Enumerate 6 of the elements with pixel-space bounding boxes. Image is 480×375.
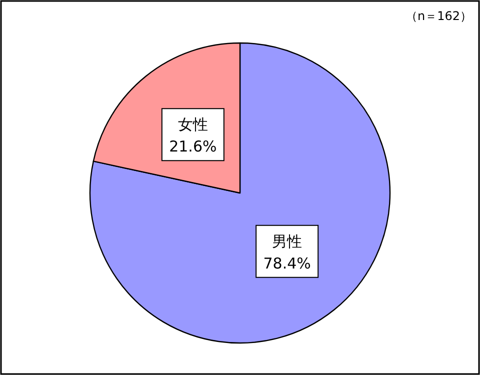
data-label: 21.6% (169, 138, 217, 156)
slice-label: 男性 (272, 232, 302, 250)
pie-slice (90, 42, 391, 344)
slice-label: 女性 (178, 116, 208, 134)
data-label: 78.4% (263, 254, 311, 272)
text: （n＝162） (405, 9, 472, 23)
